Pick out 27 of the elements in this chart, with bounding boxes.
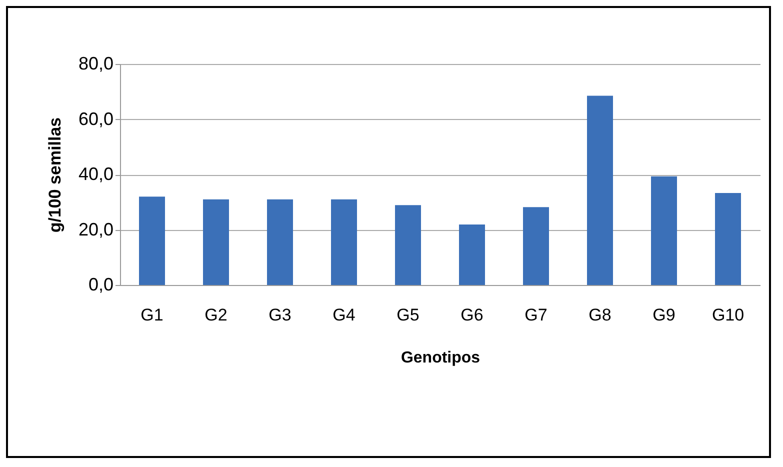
bar (459, 224, 485, 285)
y-tick-label: 80,0 (78, 54, 114, 74)
x-tick-label: G7 (524, 306, 548, 324)
x-tick-label: G3 (268, 306, 292, 324)
bar (715, 193, 741, 285)
x-tick-label: G2 (204, 306, 228, 324)
bar (587, 96, 613, 285)
x-tick-label: G8 (588, 306, 612, 324)
x-tick-label: G10 (712, 306, 744, 324)
x-tick-label: G4 (332, 306, 356, 324)
x-tick-label: G9 (652, 306, 676, 324)
bar (267, 199, 293, 285)
x-tick-label: G5 (396, 306, 420, 324)
bar (651, 176, 677, 285)
bar (395, 205, 421, 285)
bar (139, 196, 165, 285)
y-tick-label: 40,0 (78, 164, 114, 184)
bar (523, 207, 549, 285)
y-tick-label: 0,0 (88, 274, 114, 294)
bar (331, 199, 357, 285)
x-tick-label: G6 (460, 306, 484, 324)
y-tick-label: 60,0 (78, 108, 114, 129)
x-axis-title: Genotipos (400, 350, 480, 366)
y-axis-title: g/100 semillas (45, 117, 64, 233)
y-tick-label: 20,0 (78, 219, 114, 240)
bar (203, 199, 229, 285)
x-tick-label: G1 (140, 306, 164, 324)
